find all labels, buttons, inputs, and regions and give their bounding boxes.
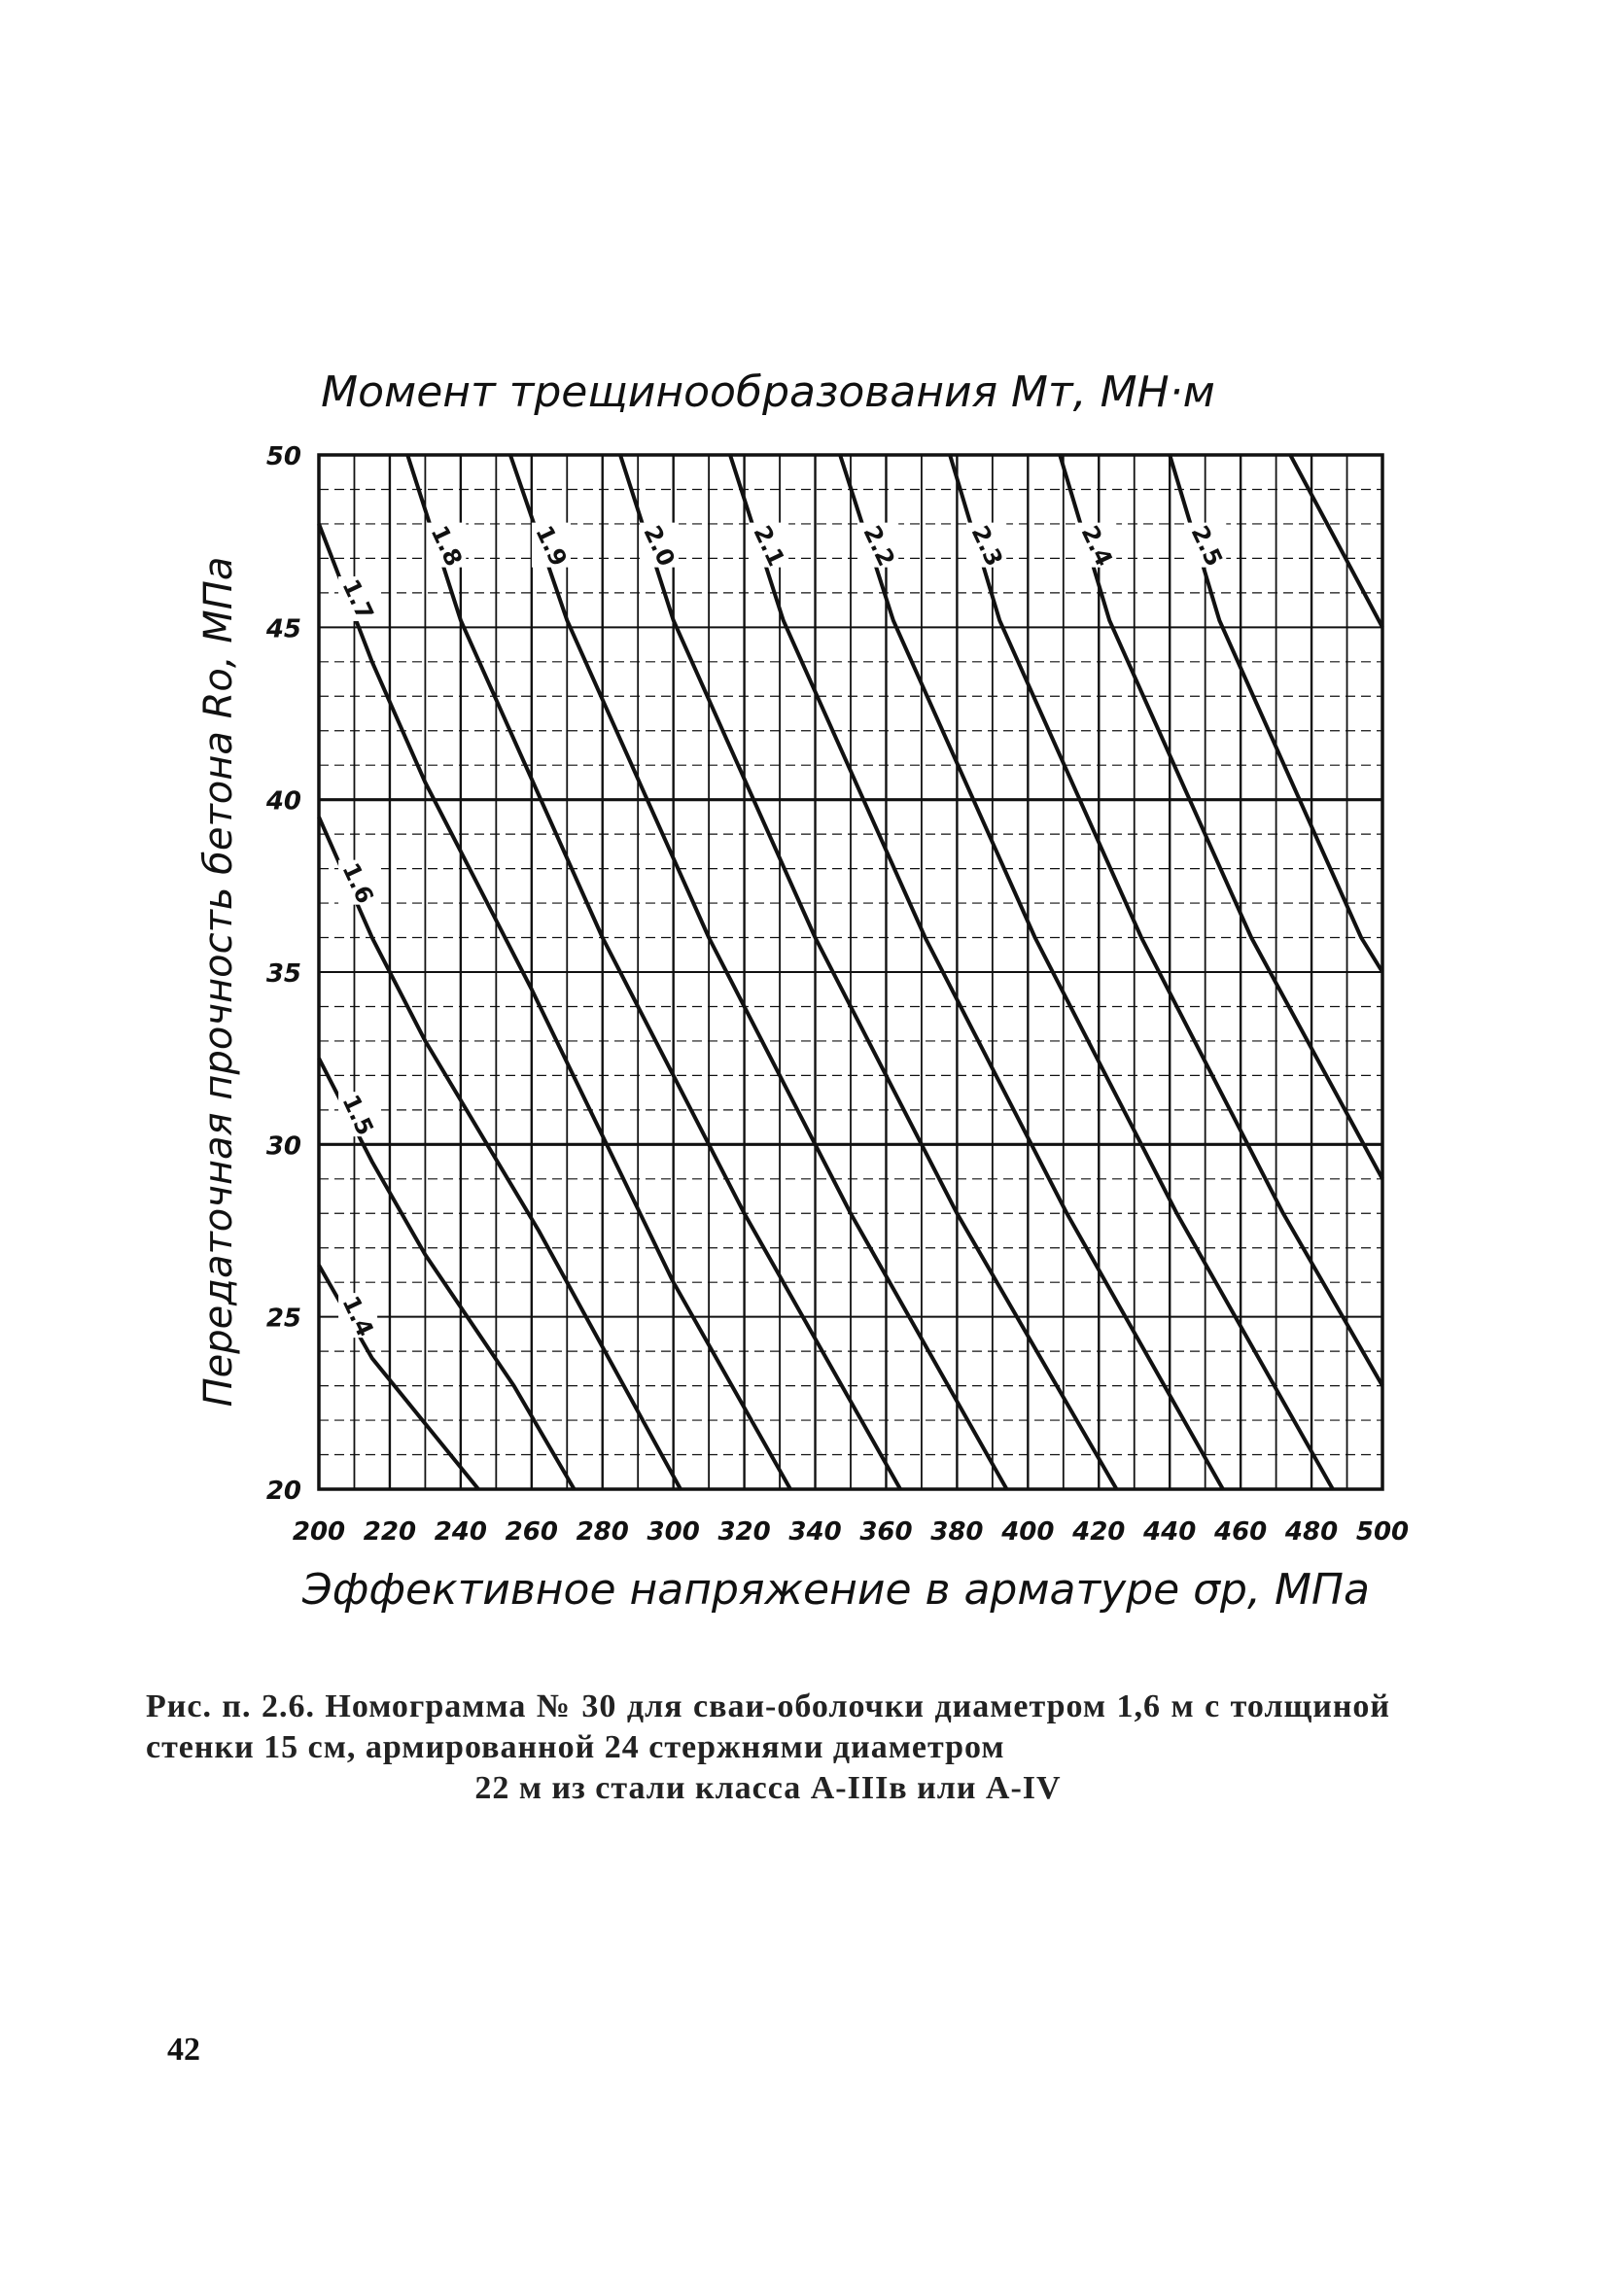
y-tick-label: 20	[266, 1477, 301, 1506]
series-line	[948, 454, 1384, 1387]
series-label-bg	[338, 575, 378, 621]
y-axis-label: Передаточная прочность бетона Rо, МПа	[196, 557, 241, 1408]
y-tick-label: 30	[266, 1131, 301, 1161]
x-tick-label: 300	[647, 1517, 700, 1547]
x-tick-label: 200	[293, 1517, 345, 1547]
chart-title: Момент трещинообразования Mт, МН·м	[321, 367, 1215, 417]
y-tick-label: 25	[266, 1305, 301, 1334]
x-tick-label: 500	[1356, 1517, 1409, 1547]
series-label-bg	[640, 522, 680, 568]
x-tick-label: 420	[1071, 1517, 1125, 1547]
x-tick-label: 240	[435, 1517, 487, 1547]
y-tick-label: 50	[266, 442, 301, 471]
series-label-bg	[427, 522, 467, 568]
series-label-bg	[338, 859, 378, 905]
x-tick-label: 440	[1142, 1517, 1196, 1547]
chart-series: 1.41.51.61.71.8 1.9 2.0 2.1 2.2 2.3 2.4 2.5	[317, 454, 1384, 1491]
series-label-bg	[967, 522, 1007, 568]
y-tick-label: 40	[265, 787, 301, 817]
x-tick-label: 320	[717, 1517, 770, 1547]
y-tick-label: 35	[266, 959, 301, 989]
x-tick-label: 400	[1000, 1517, 1054, 1547]
figure-caption: Рис. п. 2.6. Номограмма № 30 для сваи-об…	[146, 1687, 1390, 1809]
x-tick-label: 220	[364, 1517, 416, 1547]
x-tick-label: 480	[1284, 1517, 1338, 1547]
series-label-bg	[1187, 522, 1227, 568]
series-label-bg	[338, 1293, 378, 1339]
x-tick-label: 280	[577, 1517, 629, 1547]
series-line	[317, 523, 792, 1490]
x-tick-label: 460	[1213, 1517, 1267, 1547]
nomogram-chart: Момент трещинообразования Mт, МН·м 1.41.…	[196, 367, 1409, 1615]
x-tick-label: 340	[788, 1517, 841, 1547]
caption-line-2: с толщиной стенки 15 см, армированной 24…	[146, 1688, 1390, 1765]
x-tick-label: 360	[859, 1517, 912, 1547]
x-axis-label: Эффективное напряжение в арматуре σp, МП…	[301, 1565, 1370, 1615]
series-line	[1288, 454, 1384, 629]
caption-line-3: 22 м из стали класса А-IIIв или А-IV	[474, 1770, 1062, 1806]
caption-line-1: Рис. п. 2.6. Номограмма № 30 для сваи-об…	[146, 1688, 1195, 1724]
chart-ticks: 200 220 240 260 280 300 320 340 360 380 400 420 440 4…	[265, 442, 1409, 1547]
x-tick-label: 260	[506, 1517, 558, 1547]
page-number: 42	[167, 2032, 200, 2068]
series-label-bg	[859, 522, 899, 568]
series-label-bg	[338, 1092, 378, 1137]
series-label-bg	[750, 522, 789, 568]
y-tick-label: 45	[265, 614, 301, 644]
x-tick-label: 380	[930, 1517, 983, 1547]
series-line	[317, 816, 682, 1490]
series-label-bg	[1077, 522, 1117, 568]
series-label-bg	[532, 522, 572, 568]
